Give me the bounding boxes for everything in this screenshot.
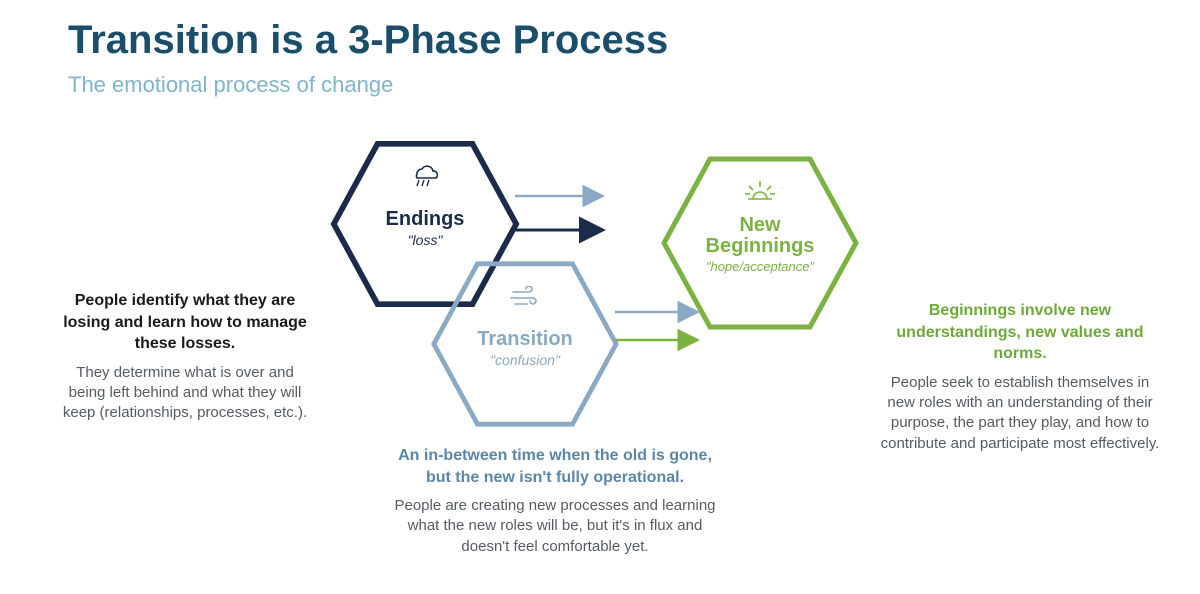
hex-transition-label: Transition [430,328,620,350]
rain-cloud-icon [330,162,520,193]
page-subtitle: The emotional process of change [68,72,393,98]
hex-beginnings-label-l2: Beginnings [706,235,815,257]
desc-endings-body: They determine what is over and being le… [60,363,310,424]
hex-transition: Transition "confusion" [430,260,620,428]
desc-transition: An in-between time when the old is gone,… [390,445,720,557]
desc-transition-body: People are creating new processes and le… [390,496,720,557]
hex-beginnings-label: New Beginnings [660,215,860,257]
hex-beginnings-sublabel: "hope/acceptance" [660,259,860,274]
desc-transition-head: An in-between time when the old is gone,… [390,445,720,488]
hex-beginnings-label-l1: New [739,214,780,236]
wind-icon [430,286,620,313]
hex-endings-sublabel: "loss" [330,232,520,248]
desc-beginnings: Beginnings involve new understandings, n… [880,300,1160,454]
hex-beginnings: New Beginnings "hope/acceptance" [660,155,860,331]
hex-endings-label: Endings [330,208,520,230]
desc-endings: People identify what they are losing and… [60,290,310,424]
desc-beginnings-body: People seek to establish themselves in n… [880,373,1160,454]
sunrise-icon [660,179,860,208]
desc-beginnings-head: Beginnings involve new understandings, n… [880,300,1160,365]
page-title: Transition is a 3-Phase Process [68,18,668,63]
desc-endings-head: People identify what they are losing and… [60,290,310,355]
hex-transition-sublabel: "confusion" [430,352,620,368]
